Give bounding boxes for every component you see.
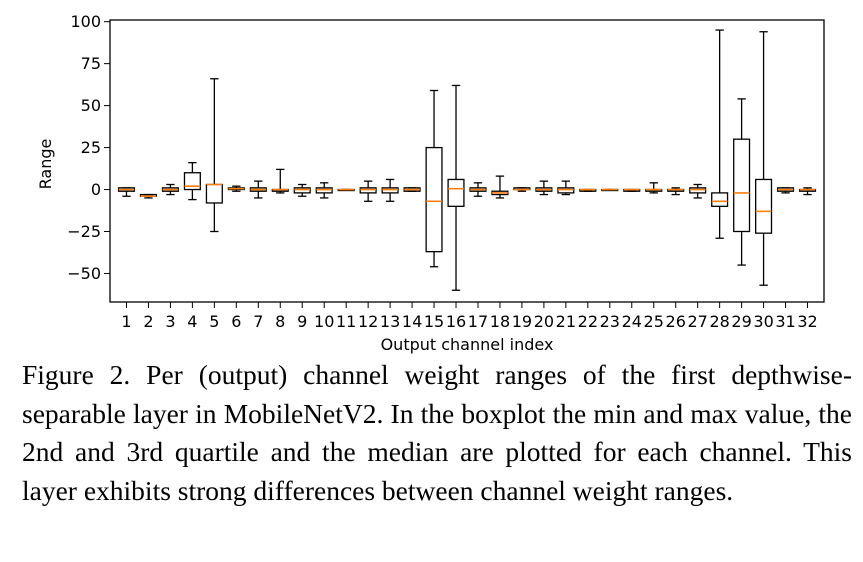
x-tick-label: 11 — [336, 312, 356, 331]
figure-caption: Figure 2. Per (output) channel weight ra… — [22, 359, 852, 506]
y-tick-label: 25 — [81, 138, 101, 157]
x-tick-label: 31 — [775, 312, 795, 331]
y-tick-label: 50 — [81, 96, 101, 115]
x-tick-label: 26 — [666, 312, 686, 331]
box — [315, 187, 333, 194]
y-axis-label: Range — [36, 139, 55, 190]
x-tick-label: 16 — [446, 312, 466, 331]
x-tick-label: 28 — [709, 312, 729, 331]
box — [425, 146, 443, 253]
x-tick-label: 6 — [231, 312, 241, 331]
x-tick-label: 13 — [380, 312, 400, 331]
x-tick-label: 3 — [165, 312, 175, 331]
x-tick-label: 23 — [600, 312, 620, 331]
x-tick-label: 18 — [490, 312, 510, 331]
x-tick-label: 19 — [512, 312, 532, 331]
x-tick-label: 30 — [753, 312, 773, 331]
y-tick-label: 75 — [81, 54, 101, 73]
x-tick-label: 12 — [358, 312, 378, 331]
x-tick-label: 10 — [314, 312, 334, 331]
x-axis-label: Output channel index — [381, 335, 554, 354]
x-tick-label: 14 — [402, 312, 422, 331]
box — [733, 138, 751, 233]
x-tick-label: 2 — [143, 312, 153, 331]
x-tick-label: 15 — [424, 312, 444, 331]
x-tick-label: 22 — [578, 312, 598, 331]
x-tick-label: 24 — [622, 312, 642, 331]
x-tick-label: 4 — [187, 312, 197, 331]
box — [557, 187, 575, 194]
y-tick-label: 100 — [70, 12, 101, 31]
box — [359, 187, 377, 194]
box — [205, 183, 223, 204]
x-tick-label: 17 — [468, 312, 488, 331]
x-tick-label: 8 — [275, 312, 285, 331]
box — [293, 187, 311, 194]
box — [183, 172, 201, 191]
x-tick-label: 7 — [253, 312, 263, 331]
box — [755, 178, 773, 234]
x-tick-label: 21 — [556, 312, 576, 331]
x-tick-label: 25 — [644, 312, 664, 331]
x-tick-label: 32 — [797, 312, 817, 331]
y-tick-label: −50 — [67, 264, 101, 283]
x-tick-label: 20 — [534, 312, 554, 331]
box — [711, 192, 729, 207]
x-tick-label: 5 — [209, 312, 219, 331]
box — [689, 187, 707, 194]
x-tick-label: 29 — [731, 312, 751, 331]
y-tick-label: −25 — [67, 222, 101, 241]
x-tick-label: 27 — [687, 312, 707, 331]
x-tick-label: 9 — [297, 312, 307, 331]
box — [447, 178, 465, 207]
y-tick-label: 0 — [91, 180, 101, 199]
box — [381, 187, 399, 194]
x-tick-label: 1 — [121, 312, 131, 331]
plot-frame — [109, 19, 825, 303]
